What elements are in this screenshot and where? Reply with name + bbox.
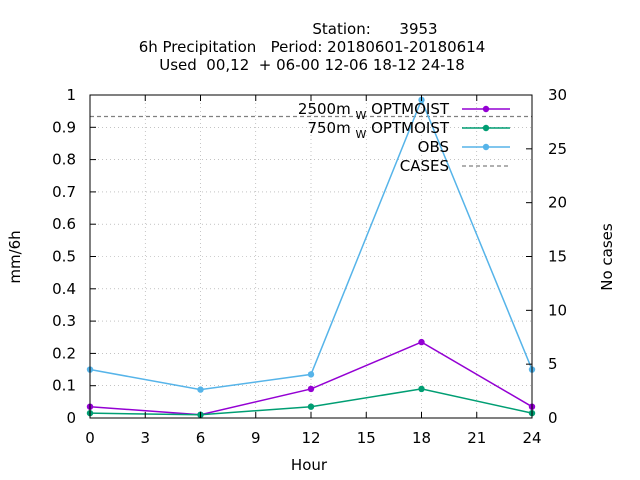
y-tick-label: 0.3: [52, 312, 76, 330]
x-tick-label: 18: [412, 429, 431, 447]
y-tick-label: 0.4: [52, 280, 76, 298]
x-tick-label: 21: [467, 429, 486, 447]
y2-tick-label: 20: [548, 194, 567, 212]
x-tick-label: 0: [85, 429, 95, 447]
y2-tick-label: 0: [548, 409, 558, 427]
series-point-2: [197, 386, 204, 393]
y-tick-label: 0.1: [52, 377, 76, 395]
x-tick-label: 15: [357, 429, 376, 447]
legend-label-1: 750m W OPTMOIST: [307, 119, 449, 141]
y2-tick-label: 10: [548, 301, 567, 319]
legend-swatch-point-2: [482, 143, 490, 151]
series-point-1: [307, 403, 315, 410]
series-point-0: [307, 385, 315, 393]
y-tick-label: 0.7: [52, 183, 76, 201]
y-tick-label: 0.2: [52, 344, 76, 362]
y-tick-label: 0.6: [52, 215, 76, 233]
legend-label-0: 2500m W OPTMOIST: [298, 100, 450, 122]
legend-label-cases: CASES: [400, 157, 449, 175]
grid: [90, 95, 532, 418]
x-tick-label: 6: [196, 429, 206, 447]
series-point-2: [307, 371, 315, 378]
series-point-0: [418, 338, 425, 346]
series-point-1: [418, 385, 425, 393]
y2-axis-label: No cases: [598, 223, 616, 291]
x-axis-label: Hour: [291, 456, 328, 474]
y2-tick-label: 5: [548, 355, 558, 373]
y-tick-label: 0: [66, 409, 76, 427]
title-line-3: Used 00,12 + 06-00 12-06 18-12 24-18: [159, 56, 465, 74]
x-tick-label: 24: [522, 429, 541, 447]
y-axis-label: mm/6h: [6, 230, 24, 283]
chart-title: Station: 3953 6h Precipitation Period: 2…: [139, 20, 486, 74]
x-tick-label: 3: [140, 429, 150, 447]
axis-ticks: [89, 94, 533, 419]
y2-tick-label: 30: [548, 86, 567, 104]
legend-label-2: OBS: [418, 138, 449, 156]
x-tick-label: 12: [301, 429, 320, 447]
legend-swatch-point-1: [482, 124, 490, 132]
y-tick-label: 0.5: [52, 248, 76, 266]
tick-labels: 0 3 6 9 12 15 18 21 2400.10.20.30.40.50.60.70.80…: [52, 86, 567, 447]
y-tick-label: 0.9: [52, 118, 76, 136]
x-tick-label: 9: [251, 429, 261, 447]
y2-tick-label: 15: [548, 248, 567, 266]
y-tick-label: 1: [66, 86, 76, 104]
legend-swatch-point-0: [482, 105, 490, 113]
title-line-2: 6h Precipitation Period: 20180601-201806…: [139, 38, 486, 56]
title-line-1: Station: 3953: [312, 20, 437, 38]
y-tick-label: 0.8: [52, 151, 76, 169]
y2-tick-label: 25: [548, 140, 567, 158]
series: [86, 96, 536, 418]
